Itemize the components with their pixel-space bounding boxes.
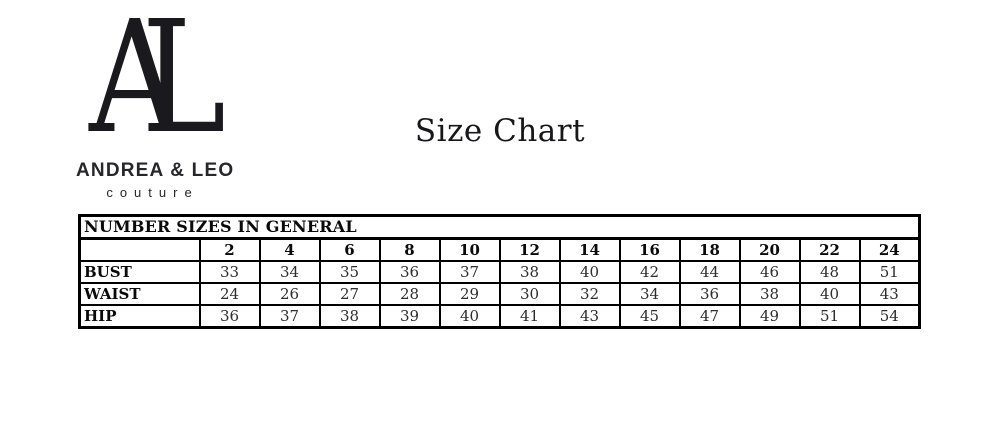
measurement-cell: 35 — [318, 260, 381, 284]
measurement-cell: 51 — [798, 304, 861, 329]
monogram-letter-a: A — [89, 0, 181, 168]
measurement-cell: 39 — [378, 304, 441, 329]
measurement-cell: 40 — [798, 282, 861, 306]
measurement-cell: 36 — [198, 304, 261, 329]
measurement-row: WAIST 24 26 27 28 29 30 32 34 36 38 40 43 — [78, 282, 921, 306]
page-title: Size Chart — [414, 113, 586, 149]
measurement-cell: 36 — [378, 260, 441, 284]
brand-subtitle: couture — [106, 185, 199, 200]
section-header-row: NUMBER SIZES IN GENERAL — [78, 214, 921, 240]
measurement-cell: 47 — [678, 304, 741, 329]
size-column-header: 16 — [618, 237, 681, 262]
table-section-header: NUMBER SIZES IN GENERAL — [78, 214, 921, 240]
measurement-cell: 41 — [498, 304, 561, 329]
corner-cell — [78, 237, 201, 262]
brand-name: ANDREA & LEO — [76, 160, 235, 181]
brand-logo: AL ANDREA & LEO couture — [76, 0, 235, 200]
measurement-cell: 36 — [678, 282, 741, 306]
measurement-cell: 37 — [258, 304, 321, 329]
measurement-cell: 34 — [258, 260, 321, 284]
size-column-header: 14 — [558, 237, 621, 262]
measurement-cell: 51 — [858, 260, 921, 284]
measurement-cell: 54 — [858, 304, 921, 329]
size-column-header: 18 — [678, 237, 741, 262]
size-column-header: 4 — [258, 237, 321, 262]
measurement-cell: 26 — [258, 282, 321, 306]
measurement-cell: 48 — [798, 260, 861, 284]
brand-monogram: AL — [89, 0, 226, 155]
measurement-row: HIP 36 37 38 39 40 41 43 45 47 49 51 54 — [78, 304, 921, 329]
measurement-cell: 43 — [858, 282, 921, 306]
size-header-row: 2 4 6 8 10 12 14 16 18 20 22 24 — [78, 237, 921, 262]
size-column-header: 22 — [798, 237, 861, 262]
measurement-cell: 42 — [618, 260, 681, 284]
size-table: NUMBER SIZES IN GENERAL 2 4 6 8 10 12 14 16 18 20 2… — [78, 214, 921, 329]
measurement-cell: 30 — [498, 282, 561, 306]
size-column-header: 2 — [198, 237, 261, 262]
measurement-cell: 37 — [438, 260, 501, 284]
measurement-cell: 32 — [558, 282, 621, 306]
measurement-cell: 46 — [738, 260, 801, 284]
size-column-header: 20 — [738, 237, 801, 262]
measurement-cell: 29 — [438, 282, 501, 306]
measurement-cell: 49 — [738, 304, 801, 329]
measurement-cell: 28 — [378, 282, 441, 306]
size-column-header: 10 — [438, 237, 501, 262]
measurement-cell: 27 — [318, 282, 381, 306]
measurement-cell: 43 — [558, 304, 621, 329]
measurement-cell: 38 — [498, 260, 561, 284]
measurement-cell: 38 — [318, 304, 381, 329]
measurement-cell: 38 — [738, 282, 801, 306]
measurement-cell: 45 — [618, 304, 681, 329]
measurement-row-label: HIP — [78, 304, 201, 329]
measurement-cell: 33 — [198, 260, 261, 284]
measurement-cell: 24 — [198, 282, 261, 306]
measurement-row-label: WAIST — [78, 282, 201, 306]
measurement-row-label: BUST — [78, 260, 201, 284]
measurement-cell: 40 — [438, 304, 501, 329]
monogram-letter-l: L — [141, 0, 226, 168]
size-column-header: 8 — [378, 237, 441, 262]
size-column-header: 6 — [318, 237, 381, 262]
size-column-header: 24 — [858, 237, 921, 262]
measurement-cell: 34 — [618, 282, 681, 306]
measurement-cell: 40 — [558, 260, 621, 284]
measurement-row: BUST 33 34 35 36 37 38 40 42 44 46 48 51 — [78, 260, 921, 284]
measurement-cell: 44 — [678, 260, 741, 284]
size-table-body: NUMBER SIZES IN GENERAL 2 4 6 8 10 12 14 16 18 20 2… — [78, 214, 921, 329]
size-column-header: 12 — [498, 237, 561, 262]
